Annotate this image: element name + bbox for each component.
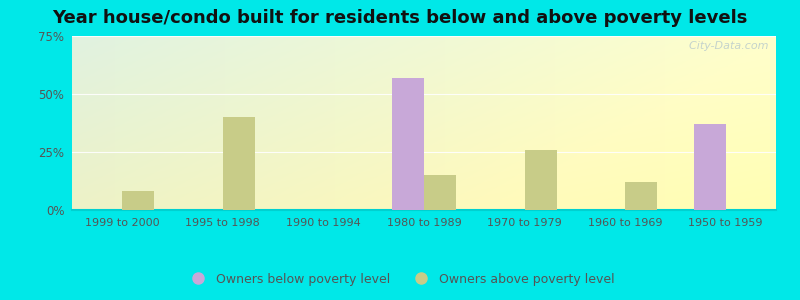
Bar xyxy=(122,191,154,210)
Bar xyxy=(625,182,658,210)
Legend: Owners below poverty level, Owners above poverty level: Owners below poverty level, Owners above… xyxy=(181,268,619,291)
Bar xyxy=(694,124,726,210)
Text: City-Data.com: City-Data.com xyxy=(682,41,769,51)
Bar xyxy=(424,175,456,210)
Bar xyxy=(223,117,255,210)
Text: Year house/condo built for residents below and above poverty levels: Year house/condo built for residents bel… xyxy=(52,9,748,27)
Bar xyxy=(525,150,557,210)
Bar xyxy=(392,78,424,210)
